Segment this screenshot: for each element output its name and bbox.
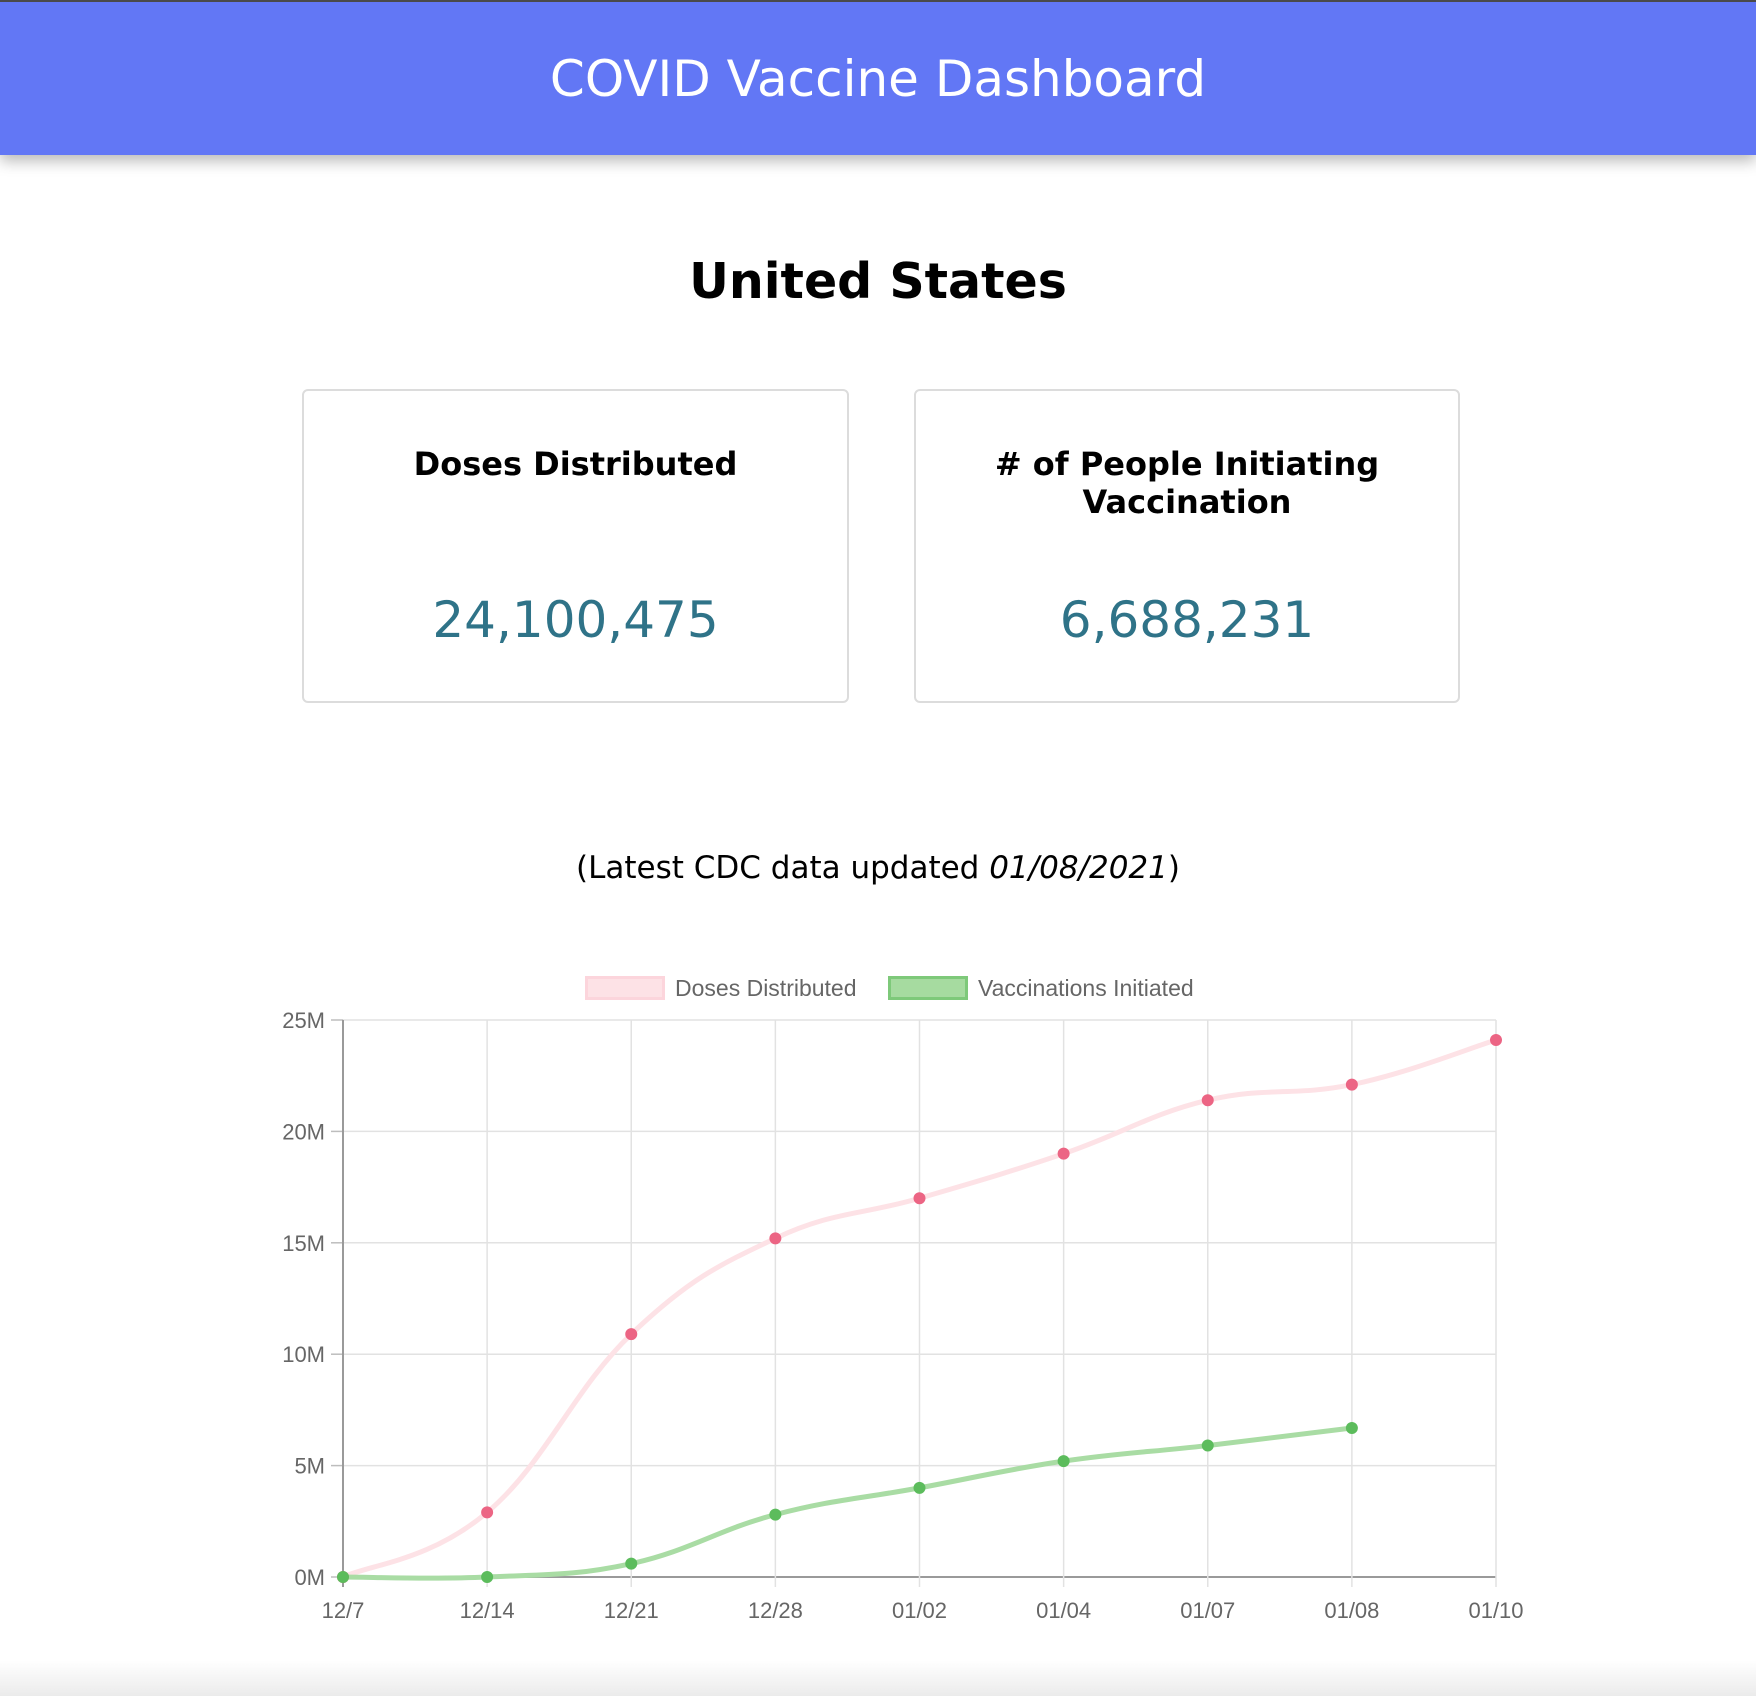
chart-legend: Doses Distributed Vaccinations Initiated: [0, 970, 1756, 1006]
x-tick-label: 12/7: [322, 1598, 365, 1623]
people-initiating-card: # of People Initiating Vaccination 6,688…: [914, 389, 1460, 703]
legend-item-vaccinations[interactable]: Vaccinations Initiated: [888, 970, 1194, 1006]
data-point-vaccinations: [625, 1557, 638, 1570]
update-date: 01/08/2021: [989, 850, 1168, 886]
y-tick-label: 20M: [282, 1119, 325, 1144]
update-note: (Latest CDC data updated 01/08/2021): [0, 850, 1756, 886]
x-tick-label: 12/28: [748, 1598, 803, 1623]
data-point-doses: [1490, 1034, 1502, 1047]
y-tick-label: 15M: [282, 1231, 325, 1256]
card-label: Doses Distributed: [413, 445, 738, 483]
data-point-vaccinations: [769, 1508, 782, 1521]
data-point-vaccinations: [1345, 1421, 1358, 1434]
data-point-vaccinations: [337, 1571, 349, 1583]
data-point-doses: [625, 1328, 638, 1341]
data-point-vaccinations: [481, 1571, 494, 1583]
legend-swatch-vaccinations: [888, 976, 968, 1000]
y-tick-label: 25M: [282, 1008, 325, 1033]
card-value: 24,100,475: [432, 591, 719, 649]
data-point-vaccinations: [1057, 1455, 1070, 1468]
update-prefix: (Latest CDC data updated: [576, 850, 990, 886]
x-tick-label: 01/07: [1180, 1598, 1235, 1623]
legend-label: Doses Distributed: [675, 974, 857, 1001]
x-tick-label: 01/10: [1468, 1598, 1523, 1623]
header-bar: COVID Vaccine Dashboard: [0, 0, 1756, 155]
card-value: 6,688,231: [1059, 591, 1315, 649]
series-line-doses: [340, 1037, 1499, 1580]
app-title: COVID Vaccine Dashboard: [549, 50, 1207, 108]
x-tick-label: 12/14: [460, 1598, 515, 1623]
y-tick-label: 10M: [282, 1342, 325, 1367]
legend-swatch-doses: [585, 976, 665, 1000]
x-tick-label: 12/21: [604, 1598, 659, 1623]
data-point-doses: [481, 1506, 494, 1519]
data-point-doses: [1345, 1078, 1358, 1091]
bottom-shadow: [0, 1660, 1756, 1696]
doses-distributed-card: Doses Distributed 24,100,475: [302, 389, 849, 703]
x-tick-label: 01/02: [892, 1598, 947, 1623]
legend-item-doses[interactable]: Doses Distributed: [585, 970, 857, 1006]
y-tick-label: 0M: [294, 1565, 325, 1590]
data-point-vaccinations: [1201, 1439, 1214, 1452]
y-tick-label: 5M: [294, 1454, 325, 1479]
card-label: # of People Initiating Vaccination: [994, 445, 1380, 521]
data-point-doses: [1057, 1147, 1070, 1160]
x-tick-label: 01/04: [1036, 1598, 1091, 1623]
series-line-vaccinations: [340, 1425, 1355, 1581]
data-point-doses: [913, 1192, 926, 1205]
update-suffix: ): [1167, 850, 1180, 886]
data-point-vaccinations: [913, 1481, 926, 1494]
line-chart: 0M 5M 10M 15M 20M 25M 12/7 12/14 12/21 12/28 01/02…: [282, 1008, 1523, 1623]
legend-label: Vaccinations Initiated: [978, 974, 1194, 1001]
data-point-doses: [769, 1232, 782, 1245]
x-tick-label: 01/08: [1324, 1598, 1379, 1623]
data-point-doses: [1201, 1094, 1214, 1107]
region-title: United States: [689, 253, 1067, 310]
